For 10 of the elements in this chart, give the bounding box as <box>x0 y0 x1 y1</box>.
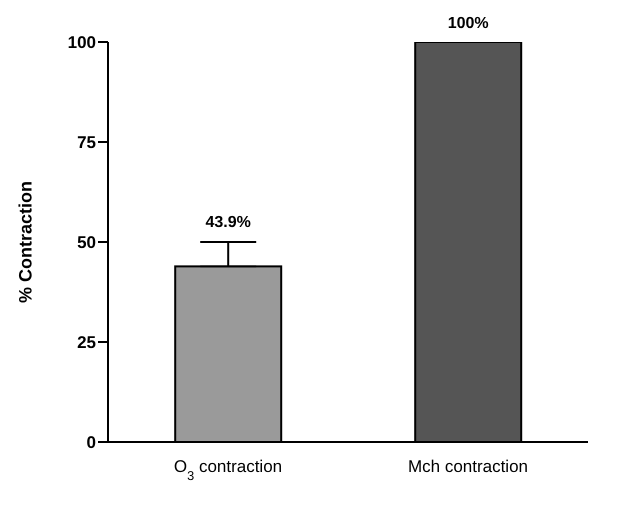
x-tick-label: Mch contraction <box>408 457 528 476</box>
data-label: 43.9% <box>206 214 251 231</box>
y-tick-label: 0 <box>86 433 96 452</box>
y-tick-label: 50 <box>77 233 96 252</box>
x-tick-label: O$_{3}$ contraction <box>174 457 282 482</box>
y-tick-label: 100 <box>68 33 96 52</box>
y-tick-label: 25 <box>77 333 96 352</box>
y-axis-title: % Contraction <box>15 180 36 304</box>
y-tick-label: 75 <box>77 133 96 152</box>
data-label: 100% <box>448 15 489 32</box>
